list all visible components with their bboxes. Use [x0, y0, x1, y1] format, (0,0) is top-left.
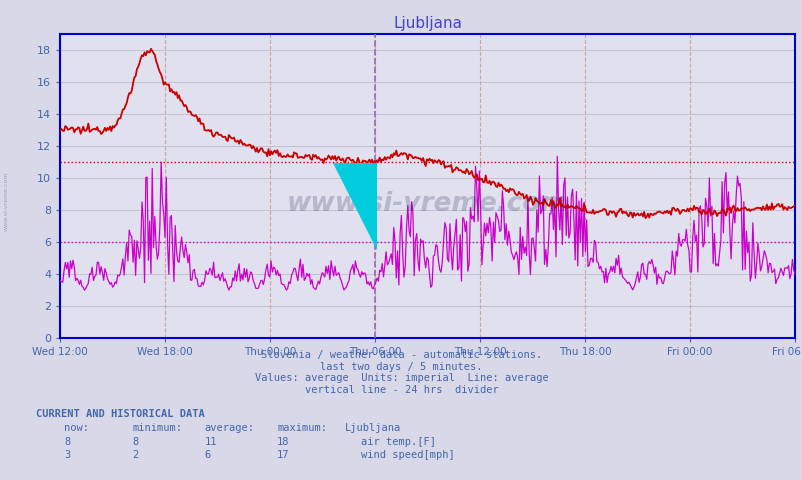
Title: Ljubljana: Ljubljana	[393, 16, 461, 31]
Text: Slovenia / weather data - automatic stations.: Slovenia / weather data - automatic stat…	[261, 350, 541, 360]
Text: average:: average:	[205, 423, 254, 433]
Polygon shape	[333, 163, 377, 250]
Text: last two days / 5 minutes.: last two days / 5 minutes.	[320, 362, 482, 372]
Polygon shape	[333, 163, 377, 250]
Text: air temp.[F]: air temp.[F]	[361, 437, 435, 447]
Text: now:: now:	[64, 423, 89, 433]
Text: 6: 6	[205, 450, 211, 460]
Text: wind speed[mph]: wind speed[mph]	[361, 450, 455, 460]
Text: Values: average  Units: imperial  Line: average: Values: average Units: imperial Line: av…	[254, 373, 548, 384]
Text: Ljubljana: Ljubljana	[345, 423, 401, 433]
Text: 8: 8	[64, 437, 71, 447]
Text: maximum:: maximum:	[277, 423, 326, 433]
Text: minimum:: minimum:	[132, 423, 182, 433]
Text: vertical line - 24 hrs  divider: vertical line - 24 hrs divider	[304, 385, 498, 395]
Text: www.si-vreme.com: www.si-vreme.com	[286, 192, 568, 217]
Text: 18: 18	[277, 437, 290, 447]
Text: 17: 17	[277, 450, 290, 460]
Text: 11: 11	[205, 437, 217, 447]
Text: www.si-vreme.com: www.si-vreme.com	[4, 172, 9, 231]
Text: 2: 2	[132, 450, 139, 460]
Text: 8: 8	[132, 437, 139, 447]
Text: CURRENT AND HISTORICAL DATA: CURRENT AND HISTORICAL DATA	[36, 409, 205, 419]
Text: 3: 3	[64, 450, 71, 460]
